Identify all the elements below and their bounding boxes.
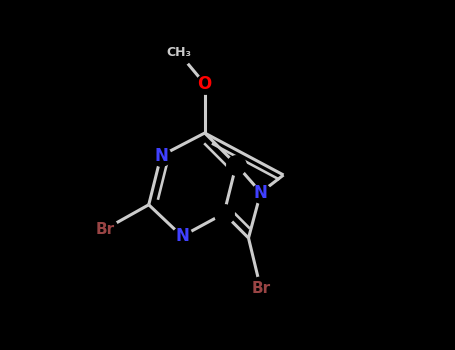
- Text: N: N: [175, 227, 189, 245]
- Text: CH₃: CH₃: [166, 46, 191, 59]
- Text: N: N: [154, 147, 168, 165]
- Text: Br: Br: [96, 222, 115, 237]
- Text: O: O: [197, 75, 212, 93]
- Text: N: N: [254, 183, 268, 202]
- Text: Br: Br: [251, 281, 270, 296]
